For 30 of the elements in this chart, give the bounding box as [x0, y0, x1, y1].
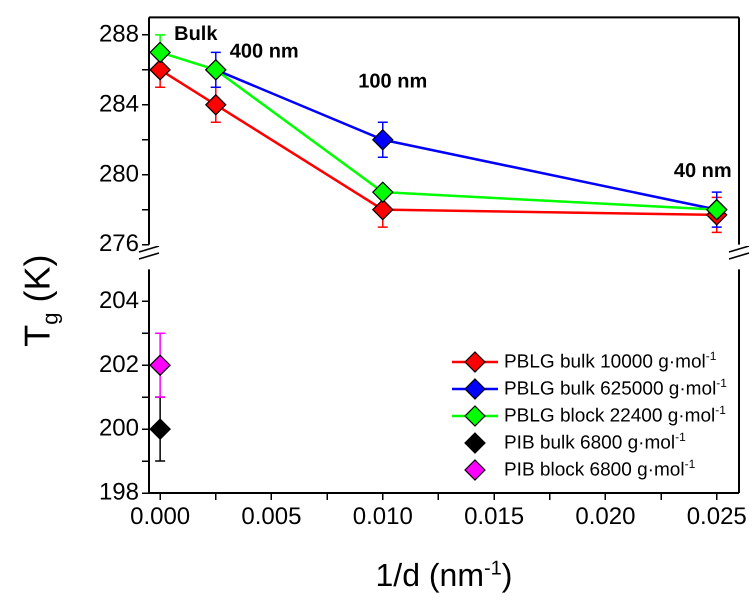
y-tick-label: 198 — [98, 478, 139, 506]
annotation: 100 nm — [358, 70, 428, 92]
point — [372, 199, 394, 220]
annotation: Bulk — [174, 22, 218, 45]
legend-label: PBLG block 22400 g·mol$^{-1}$ — [504, 403, 726, 428]
y-tick-label: 288 — [98, 20, 139, 48]
legend-label: PBLG bulk 625000 g·mol$^{-1}$ — [504, 376, 727, 401]
y-tick-label: 280 — [98, 160, 139, 188]
x-tick-label: 0.025 — [686, 503, 747, 530]
y-tick-label: 276 — [98, 230, 139, 258]
y-tick-label: 200 — [98, 414, 139, 442]
y-tick-label: 202 — [98, 350, 139, 378]
y-tick-label: 204 — [98, 286, 139, 314]
legend-label: PBLG bulk 10000 g·mol$^{-1}$ — [504, 349, 716, 374]
legend-label: PIB block 6800 g·mol$^{-1}$ — [504, 457, 696, 482]
point — [372, 182, 394, 203]
annotation: 40 nm — [674, 160, 732, 182]
x-tick-label: 0.010 — [352, 503, 413, 530]
point — [205, 94, 226, 116]
x-axis-title: 1/d (nm$^{-1}$) — [376, 557, 512, 594]
point — [372, 129, 394, 150]
x-tick-label: 0.015 — [464, 503, 524, 530]
x-tick-label: 0.000 — [130, 503, 190, 530]
x-tick-label: 0.005 — [241, 503, 302, 530]
point — [150, 59, 171, 80]
legend-label: PIB bulk 6800 g·mol$^{-1}$ — [504, 430, 686, 455]
annotation: 400 nm — [230, 40, 299, 62]
x-tick-label: 0.020 — [575, 503, 636, 530]
point — [150, 42, 171, 63]
y-tick-label: 284 — [98, 90, 139, 118]
